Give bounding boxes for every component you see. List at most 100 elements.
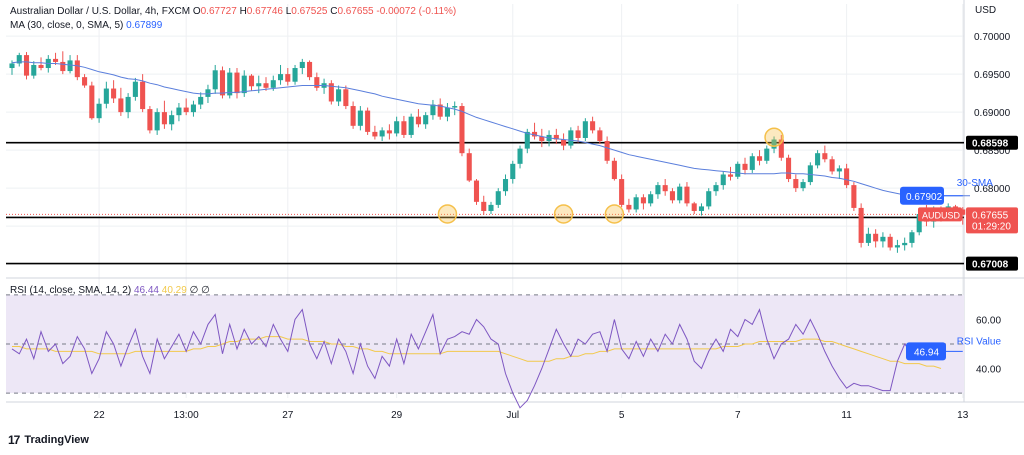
symbol-badge bbox=[918, 207, 962, 222]
candle-body bbox=[517, 148, 523, 164]
rsi-band-background bbox=[6, 294, 964, 394]
candle-body bbox=[437, 104, 443, 117]
candle-body bbox=[597, 130, 603, 142]
candle-body bbox=[648, 194, 654, 204]
candle-body bbox=[67, 60, 73, 72]
candle-body bbox=[793, 179, 799, 189]
candle-body bbox=[539, 136, 545, 142]
candle-body bbox=[590, 121, 596, 131]
candle-body bbox=[74, 60, 80, 78]
candle-body bbox=[379, 130, 385, 137]
candle-body bbox=[619, 179, 625, 205]
price-tick-label: 0.69500 bbox=[974, 70, 1011, 81]
price-badge bbox=[966, 207, 1018, 234]
candle-body bbox=[125, 96, 131, 113]
candle-body bbox=[394, 121, 400, 134]
candle-body bbox=[314, 77, 320, 88]
candle-body bbox=[742, 163, 748, 170]
horizontal-levels bbox=[6, 141, 964, 394]
rsi-callout-value: 46.94 bbox=[914, 347, 939, 358]
candle-body bbox=[604, 141, 610, 161]
candle-body bbox=[372, 131, 378, 137]
candle-body bbox=[452, 106, 458, 108]
legend-rsi-line[interactable]: RSI (14, close, SMA, 14, 2) 46.44 40.29 … bbox=[10, 285, 210, 296]
candle-body bbox=[241, 75, 247, 94]
tradingview-logo[interactable]: 17 TradingView bbox=[8, 433, 89, 447]
candle-body bbox=[169, 115, 175, 125]
candle-body bbox=[691, 203, 697, 211]
ohlc-open-label: O bbox=[192, 6, 201, 17]
candle-body bbox=[495, 191, 501, 205]
candle-body bbox=[655, 185, 661, 195]
candle-body bbox=[219, 70, 226, 96]
candle-body bbox=[532, 131, 538, 137]
price-tick-label: 0.68500 bbox=[974, 146, 1011, 157]
candle-body bbox=[147, 109, 153, 131]
legend-symbol-line: Australian Dollar / U.S. Dollar, 4h, FXC… bbox=[10, 6, 456, 17]
candle-body bbox=[198, 96, 204, 105]
candle-body bbox=[401, 121, 407, 135]
candle-body bbox=[161, 112, 167, 125]
rsi-tick-label: 40.00 bbox=[976, 365, 1001, 376]
candle-body bbox=[343, 89, 349, 107]
marker-circle bbox=[764, 127, 784, 147]
ohlc-high: 0.67746 bbox=[246, 6, 283, 17]
candle-body bbox=[880, 236, 886, 242]
chart-canvas[interactable]: USD 0.70000 0.69500 0.69000 0.68500 0.68000 0.… bbox=[0, 0, 1024, 430]
candle-body bbox=[836, 168, 842, 172]
candle-body bbox=[473, 180, 480, 202]
candle-body bbox=[459, 106, 465, 154]
rsi-ma-line bbox=[12, 336, 942, 369]
level-badge bbox=[966, 135, 1018, 150]
candle-body bbox=[916, 214, 922, 233]
level-badge bbox=[966, 256, 1018, 271]
candle-body bbox=[488, 204, 494, 211]
ma-line bbox=[11, 61, 970, 197]
marker-circle bbox=[604, 204, 625, 224]
candle-body bbox=[727, 174, 734, 177]
ohlc-close-label: C bbox=[330, 6, 338, 17]
ma-callout-text: 30-SMA bbox=[957, 178, 993, 189]
candle-body bbox=[408, 116, 414, 135]
candle-body bbox=[561, 139, 567, 146]
candle-body bbox=[749, 156, 755, 170]
candle-body bbox=[887, 236, 893, 248]
candle-body bbox=[38, 64, 44, 69]
symbol-title: Australian Dollar / U.S. Dollar, 4h, FXC… bbox=[10, 6, 191, 17]
rsi-value: 46.44 bbox=[133, 285, 159, 296]
time-tick-label: 11 bbox=[841, 410, 852, 421]
candle-body bbox=[669, 191, 675, 201]
candle-body bbox=[568, 130, 574, 146]
candle-body bbox=[713, 185, 719, 192]
candle-body bbox=[786, 157, 792, 180]
candle-body bbox=[190, 104, 196, 113]
ohlc-open: 0.67727 bbox=[200, 6, 237, 17]
candle-body bbox=[444, 107, 450, 117]
price-tick-label: 0.69000 bbox=[974, 108, 1011, 119]
price-tick-label: 0.70000 bbox=[974, 32, 1011, 43]
ohlc-low: 0.67525 bbox=[291, 6, 328, 17]
time-tick-label: 27 bbox=[282, 410, 294, 421]
candle-body bbox=[640, 197, 646, 204]
legend-ma-line[interactable]: MA (30, close, 0, SMA, 5) 0.67899 bbox=[10, 20, 162, 31]
candle-body bbox=[256, 83, 262, 87]
candle-body bbox=[183, 107, 189, 113]
ohlc-low-label: L bbox=[285, 6, 292, 17]
price-tick-label: 0.68000 bbox=[974, 184, 1011, 195]
marker-circle bbox=[553, 204, 574, 224]
candle-body bbox=[53, 58, 59, 62]
candle-body bbox=[807, 165, 813, 183]
candle-body bbox=[756, 156, 763, 161]
rsi-line bbox=[11, 308, 942, 409]
candle-body bbox=[909, 232, 915, 243]
candle-body bbox=[23, 55, 30, 76]
candle-body bbox=[292, 68, 298, 82]
ohlc-close: 0.67655 bbox=[337, 6, 374, 17]
candle-body bbox=[60, 61, 66, 72]
candle-body bbox=[263, 83, 269, 88]
candle-body bbox=[815, 153, 821, 166]
candle-body bbox=[234, 72, 240, 94]
rsi-ma-value: 40.29 bbox=[161, 285, 187, 296]
candle-body bbox=[31, 64, 37, 76]
